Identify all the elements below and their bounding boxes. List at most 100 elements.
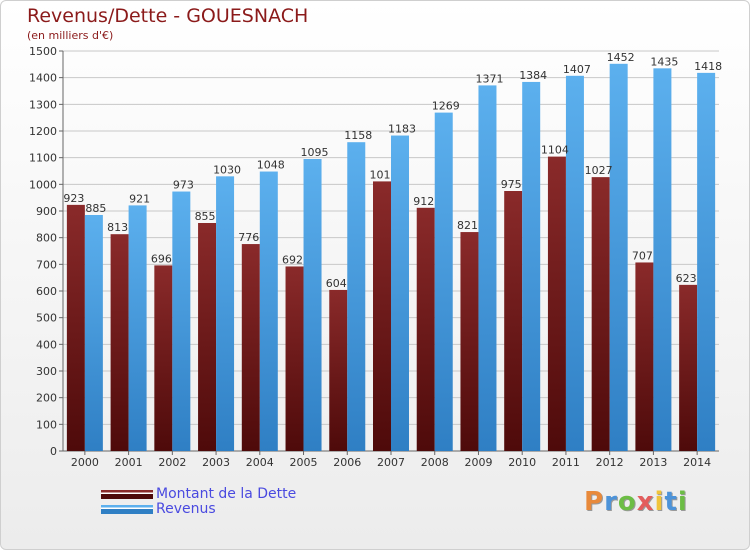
legend-swatch-dette bbox=[101, 490, 153, 499]
bar-revenus bbox=[347, 142, 366, 451]
data-label-revenus: 1371 bbox=[475, 72, 503, 85]
x-tick-label: 2007 bbox=[377, 456, 405, 469]
bar-revenus bbox=[653, 68, 672, 451]
y-tick-label: 900 bbox=[36, 205, 57, 218]
bar-revenus bbox=[259, 171, 278, 452]
bar-dette bbox=[416, 207, 435, 451]
data-label-revenus: 1095 bbox=[301, 146, 329, 159]
x-tick-label: 2013 bbox=[639, 456, 667, 469]
x-tick-label: 2003 bbox=[202, 456, 230, 469]
x-tick-label: 2001 bbox=[115, 456, 143, 469]
data-label-dette: 696 bbox=[151, 252, 172, 265]
bar-revenus bbox=[391, 135, 409, 452]
legend-label-dette: Montant de la Dette bbox=[156, 486, 297, 502]
y-tick-label: 1000 bbox=[29, 178, 57, 191]
bar-dette bbox=[198, 223, 217, 451]
bar-dette bbox=[679, 284, 698, 451]
x-tick-label: 2011 bbox=[552, 456, 580, 469]
data-label-revenus: 1418 bbox=[694, 60, 722, 73]
x-tick-label: 2014 bbox=[683, 456, 711, 469]
data-label-revenus: 1269 bbox=[432, 100, 460, 113]
chart-subtitle: (en milliers d'€) bbox=[27, 29, 114, 42]
y-tick-label: 300 bbox=[36, 365, 57, 378]
x-tick-label: 2012 bbox=[596, 456, 624, 469]
bar-dette bbox=[460, 232, 479, 451]
bar-dette bbox=[285, 266, 304, 451]
x-tick-label: 2008 bbox=[421, 456, 449, 469]
bar-revenus bbox=[609, 63, 628, 452]
data-label-dette: 1027 bbox=[585, 164, 613, 177]
bar-dette bbox=[373, 181, 391, 451]
bar-revenus bbox=[434, 112, 453, 451]
bar-dette bbox=[66, 204, 85, 451]
bar-dette bbox=[329, 289, 348, 451]
bar-revenus bbox=[303, 159, 322, 451]
x-tick-label: 2009 bbox=[464, 456, 492, 469]
x-tick-label: 2002 bbox=[158, 456, 186, 469]
data-label-dette: 707 bbox=[632, 249, 653, 262]
data-label-dette: 923 bbox=[63, 192, 84, 205]
data-label-revenus: 1435 bbox=[650, 55, 678, 68]
x-tick-label: 2000 bbox=[71, 456, 99, 469]
y-tick-label: 1500 bbox=[29, 45, 57, 58]
y-tick-label: 600 bbox=[36, 285, 57, 298]
data-label-dette: 101 bbox=[370, 168, 391, 181]
bar-dette bbox=[635, 262, 654, 451]
data-label-dette: 912 bbox=[413, 195, 434, 208]
data-label-dette: 1104 bbox=[541, 144, 569, 157]
data-label-revenus: 885 bbox=[85, 202, 106, 215]
y-tick-label: 800 bbox=[36, 232, 57, 245]
y-tick-label: 1300 bbox=[29, 98, 57, 111]
bar-revenus bbox=[697, 72, 716, 451]
y-tick-label: 0 bbox=[50, 445, 57, 458]
legend-swatch-revenus bbox=[101, 505, 153, 514]
data-label-dette: 821 bbox=[457, 219, 478, 232]
logo-letter: r bbox=[604, 487, 618, 517]
data-label-revenus: 1158 bbox=[344, 129, 372, 142]
y-tick-label: 200 bbox=[36, 392, 57, 405]
x-tick-label: 2010 bbox=[508, 456, 536, 469]
data-label-dette: 692 bbox=[282, 253, 303, 266]
y-tick-label: 1100 bbox=[29, 152, 57, 165]
data-label-revenus: 1048 bbox=[257, 159, 285, 172]
bar-revenus bbox=[216, 176, 235, 452]
y-tick-label: 1400 bbox=[29, 72, 57, 85]
y-tick-label: 700 bbox=[36, 258, 57, 271]
data-label-revenus: 1183 bbox=[388, 123, 416, 136]
bar-dette bbox=[241, 244, 260, 451]
legend-label-revenus: Revenus bbox=[156, 501, 216, 517]
bar-revenus bbox=[478, 85, 497, 452]
y-tick-label: 400 bbox=[36, 338, 57, 351]
chart-title: Revenus/Dette - GOUESNACH bbox=[27, 5, 309, 27]
data-label-dette: 776 bbox=[238, 231, 259, 244]
logo-letter: t bbox=[664, 487, 678, 517]
bar-dette bbox=[547, 156, 566, 451]
data-label-dette: 855 bbox=[195, 210, 216, 223]
logo-letter: i bbox=[654, 487, 665, 517]
bar-dette bbox=[110, 234, 129, 451]
logo-letter: o bbox=[617, 487, 637, 517]
bar-dette bbox=[154, 265, 173, 451]
logo-letter: i bbox=[677, 487, 688, 517]
data-label-revenus: 1030 bbox=[213, 163, 241, 176]
proxiti-logo: Proxiti bbox=[584, 487, 688, 517]
logo-letter: x bbox=[636, 487, 655, 517]
bar-revenus bbox=[128, 205, 147, 451]
data-label-revenus: 973 bbox=[173, 179, 194, 192]
data-label-revenus: 1407 bbox=[563, 63, 591, 76]
y-tick-label: 100 bbox=[36, 418, 57, 431]
data-label-dette: 813 bbox=[107, 221, 128, 234]
x-tick-label: 2004 bbox=[246, 456, 274, 469]
data-label-dette: 604 bbox=[326, 277, 347, 290]
y-tick-label: 500 bbox=[36, 312, 57, 325]
data-label-revenus: 921 bbox=[129, 192, 150, 205]
data-label-dette: 623 bbox=[676, 272, 697, 285]
x-tick-label: 2006 bbox=[333, 456, 361, 469]
bar-dette bbox=[504, 191, 523, 451]
y-tick-label: 1200 bbox=[29, 125, 57, 138]
bar-revenus bbox=[172, 191, 191, 452]
data-label-revenus: 1384 bbox=[519, 69, 547, 82]
x-tick-label: 2005 bbox=[290, 456, 318, 469]
data-label-dette: 975 bbox=[501, 178, 522, 191]
